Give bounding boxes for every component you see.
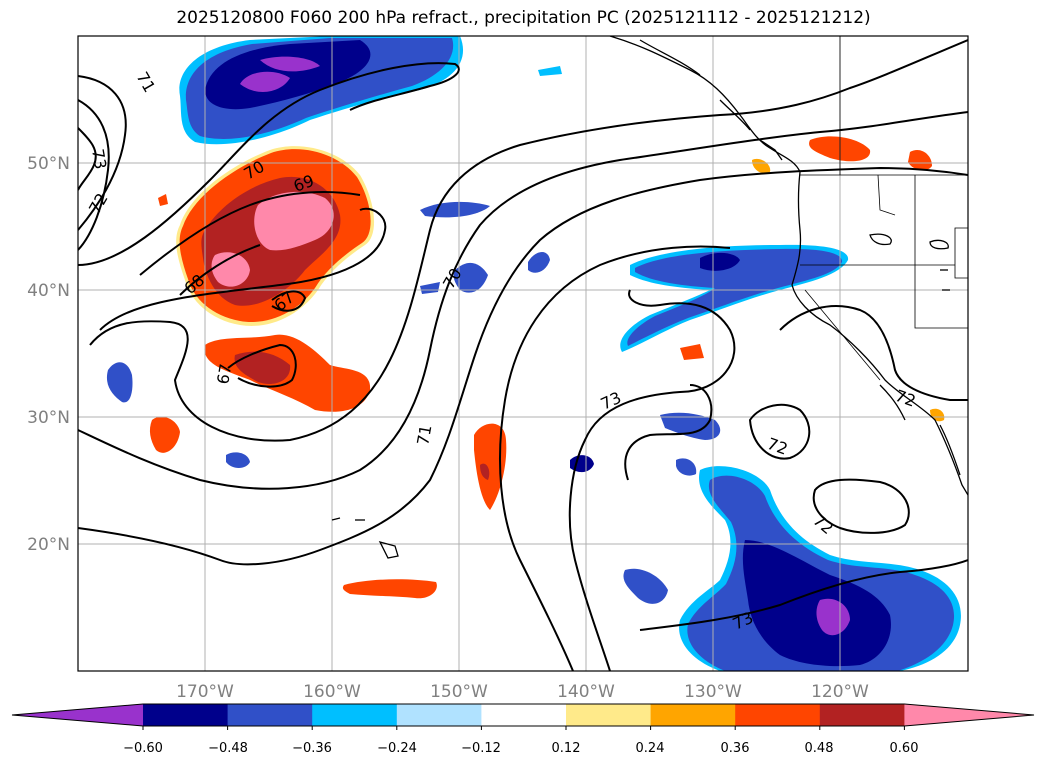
colorbar-swatch bbox=[735, 704, 821, 726]
positive-anomaly-central bbox=[149, 334, 704, 599]
contour-label: 73 bbox=[88, 147, 110, 170]
map-title: 2025120800 F060 200 hPa refract., precip… bbox=[176, 8, 871, 28]
colorbar-swatch bbox=[227, 704, 313, 726]
colorbar bbox=[11, 703, 1035, 730]
colorbar-ticks: −0.60 −0.48 −0.36 −0.24 −0.12 0.12 0.24 … bbox=[123, 741, 918, 756]
negative-anomaly-central bbox=[106, 201, 594, 473]
latitude-labels: 50°N 40°N 30°N 20°N bbox=[27, 154, 70, 555]
lon-label: 150°W bbox=[430, 682, 488, 702]
negative-anomaly-east bbox=[620, 244, 849, 440]
colorbar-tick-label: −0.60 bbox=[123, 741, 163, 756]
contour-label: 71 bbox=[413, 423, 435, 446]
borders bbox=[800, 36, 968, 381]
coastlines bbox=[331, 36, 968, 559]
colorbar-tick-label: −0.24 bbox=[377, 741, 417, 756]
contours bbox=[78, 39, 968, 671]
colorbar-tick-label: 0.60 bbox=[890, 741, 919, 756]
colorbar-extend-max bbox=[904, 704, 1034, 726]
lon-label: 160°W bbox=[303, 682, 361, 702]
lon-label: 120°W bbox=[811, 682, 869, 702]
lat-label: 50°N bbox=[27, 154, 70, 174]
colorbar-tick-label: −0.48 bbox=[208, 741, 248, 756]
colorbar-tick-label: −0.12 bbox=[461, 741, 501, 756]
colorbar-tick-label: −0.36 bbox=[292, 741, 332, 756]
map-frame bbox=[77, 35, 969, 672]
lon-label: 140°W bbox=[557, 682, 615, 702]
lat-label: 40°N bbox=[27, 281, 70, 301]
lat-label: 30°N bbox=[27, 408, 70, 428]
lat-label: 20°N bbox=[27, 535, 70, 555]
colorbar-swatch bbox=[396, 704, 482, 726]
colorbar-tick-label: 0.48 bbox=[805, 741, 834, 756]
longitude-labels: 170°W 160°W 150°W 140°W 130°W 120°W bbox=[176, 682, 869, 702]
colorbar-tick-label: 0.24 bbox=[636, 741, 665, 756]
colorbar-swatch bbox=[650, 704, 736, 726]
lon-label: 170°W bbox=[176, 682, 234, 702]
contour-label: 67 bbox=[213, 362, 235, 385]
colorbar-swatch bbox=[143, 704, 229, 726]
lon-label: 130°W bbox=[684, 682, 742, 702]
map-area: 71 73 72 70 69 68 67 67 70 71 73 72 72 7… bbox=[78, 36, 968, 671]
colorbar-extend-min bbox=[12, 704, 143, 726]
colorbar-tick-label: 0.36 bbox=[721, 741, 750, 756]
colorbar-swatch bbox=[481, 704, 567, 726]
negative-anomaly-southeast bbox=[623, 458, 961, 671]
colorbar-swatch bbox=[566, 704, 652, 726]
colorbar-swatch bbox=[819, 704, 905, 726]
colorbar-swatch bbox=[312, 704, 398, 726]
colorbar-tick-label: 0.12 bbox=[552, 741, 581, 756]
